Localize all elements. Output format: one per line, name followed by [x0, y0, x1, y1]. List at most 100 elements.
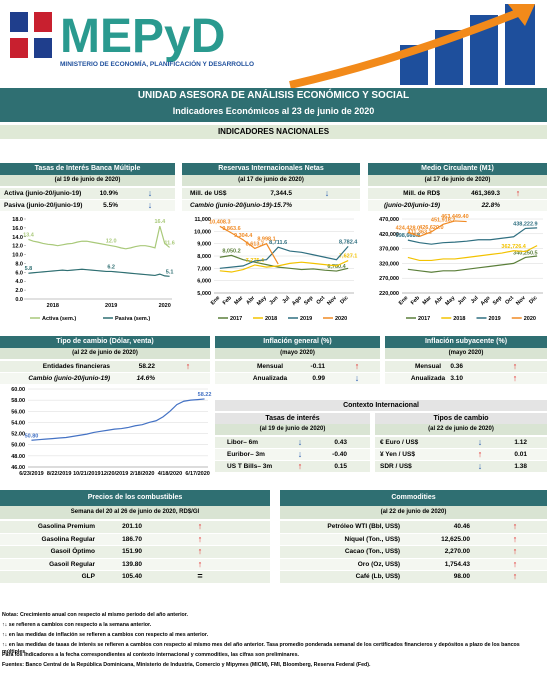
- change-arrow: ↑: [512, 558, 518, 569]
- x-tick-label: Mar: [422, 295, 434, 307]
- panel-row: [0, 373, 210, 384]
- change-arrow: ↑: [354, 361, 360, 371]
- x-tick-label: Ene: [210, 295, 221, 306]
- ministry: MINISTERIO DE ECONOMÍA, PLANIFICACIÓN Y …: [60, 59, 254, 68]
- row-value: 1.38: [514, 463, 527, 470]
- row-label: Mensual: [414, 363, 442, 370]
- data-label: 340,250.5: [513, 250, 537, 256]
- y-tick-label: 0.0: [15, 297, 23, 303]
- y-tick-label: 12.0: [12, 244, 23, 250]
- x-tick-label: Sep: [492, 295, 504, 307]
- row-label: Oro (Oz, US$): [357, 560, 400, 568]
- row-label: Gasolina Regular: [41, 535, 95, 543]
- x-tick-label: Ago: [291, 295, 303, 307]
- y-tick-label: 60.00: [11, 387, 25, 393]
- x-tick-label: 8/22/2019: [47, 471, 71, 477]
- series-line: [219, 254, 349, 272]
- legend-label: 2017: [230, 316, 242, 322]
- row-value: 0.36: [450, 363, 463, 370]
- row-value: 139.80: [122, 560, 142, 568]
- y-tick-label: 5,000: [197, 291, 211, 297]
- change-arrow: ↑: [185, 361, 191, 371]
- x-tick-label: 12/20/2019: [101, 471, 129, 477]
- header-art: MEPyD MINISTERIO DE ECONOMÍA, PLANIFICAC…: [10, 4, 535, 89]
- panel-row: [280, 571, 547, 583]
- note: Notas: Crecimiento anual con respecto al…: [2, 612, 189, 618]
- data-label: 463,449.40: [441, 214, 469, 220]
- series-line: [219, 245, 349, 269]
- row-label: Gasoil Óptimo: [50, 548, 95, 555]
- row-value: 12,625.00: [441, 535, 470, 543]
- panel-row: [0, 188, 175, 199]
- data-label: 16.4: [154, 219, 166, 225]
- banner-title: UNIDAD ASESORA DE ANÁLISIS ECONÓMICO Y S…: [137, 90, 410, 101]
- change-arrow: ↑: [197, 546, 203, 556]
- panel-title: Reservas Internacionales Netas: [182, 163, 360, 175]
- change-arrow: ↑: [197, 521, 203, 531]
- change-arrow: ↑: [512, 546, 518, 556]
- row-label: (junio-20/junio-19): [384, 202, 440, 209]
- change-arrow: ↓: [147, 188, 153, 198]
- x-tick-label: Ago: [480, 295, 492, 307]
- y-tick-label: 58.00: [11, 398, 25, 404]
- data-label: 424,428.0: [396, 225, 420, 231]
- panel-row: [375, 437, 547, 448]
- y-tick-label: 2.0: [15, 288, 23, 294]
- row-value: 58.22: [138, 363, 155, 370]
- legend-label: Pasiva (sem.): [115, 316, 150, 322]
- panel-row: [215, 449, 370, 460]
- panel-date: (al 19 de junio de 2020): [0, 175, 175, 186]
- y-tick-label: 14.0: [12, 235, 23, 241]
- row-value: -15.7%: [271, 202, 292, 209]
- y-tick-label: 18.0: [12, 217, 23, 223]
- y-tick-label: 370,000: [379, 247, 399, 253]
- x-tick-label: Jun: [457, 295, 469, 307]
- series-line: [407, 227, 538, 245]
- change-arrow: ↑: [197, 533, 203, 544]
- data-label: 50.80: [25, 433, 39, 439]
- row-value: 5.5%: [103, 202, 118, 209]
- y-tick-label: 48.00: [11, 454, 25, 460]
- x-tick-label: 4/18/2020: [158, 471, 182, 477]
- data-label: 8,613.7: [246, 241, 264, 247]
- data-label: 9,863.6: [222, 226, 240, 232]
- panel-date: (al 22 de junio de 2020): [375, 424, 547, 435]
- panel-date: (al 17 de junio de 2020): [368, 175, 547, 186]
- change-arrow: ↓: [147, 200, 153, 210]
- change-arrow: ↑: [512, 571, 518, 581]
- panel-title: Inflación general (%): [215, 336, 380, 348]
- panel-title: Tasas de interés: [215, 413, 370, 424]
- panel-row: [215, 461, 370, 472]
- line-chart: 5,000 6,000 7,000 8,000 9,000 10,000 11,000 Ene…: [194, 217, 358, 322]
- series-line: [407, 245, 538, 262]
- panel-row: [375, 461, 547, 472]
- panel-row: [0, 361, 210, 372]
- row-value: 201.10: [122, 523, 142, 530]
- logo: MEPyD: [60, 10, 225, 63]
- row-label: Mill. de RD$: [403, 190, 440, 197]
- row-label: Cambio (junio-20/junio-19): [190, 202, 272, 209]
- x-tick-label: Nov: [515, 295, 527, 307]
- y-tick-label: 6,000: [197, 279, 211, 285]
- y-tick-label: 11,000: [194, 217, 211, 223]
- change-arrow: ↑: [512, 373, 518, 383]
- row-label: Mensual: [256, 363, 284, 370]
- data-label: 8,998.1: [257, 237, 275, 243]
- data-label: 5.8: [25, 266, 33, 272]
- data-label: 7,627.1: [339, 254, 357, 260]
- x-tick-label: Ene: [398, 295, 409, 306]
- change-arrow: ↑: [297, 461, 303, 471]
- data-label: 438,222.9: [513, 221, 537, 227]
- x-tick-label: 2018: [47, 303, 59, 309]
- change-arrow: ↑: [512, 533, 518, 544]
- legend-label: Activa (sem.): [42, 316, 76, 322]
- x-tick-label: May: [444, 295, 456, 307]
- y-tick-label: 8,000: [197, 254, 211, 260]
- note: Para los indicadores a la fecha correspo…: [2, 652, 300, 658]
- panel-row: [0, 533, 270, 545]
- row-value: 2,270.00: [444, 548, 470, 555]
- panel-row: [182, 188, 360, 199]
- change-arrow: ↓: [477, 461, 483, 471]
- data-label: 8,711.6: [269, 240, 287, 246]
- data-label: 9,304.4: [234, 233, 253, 239]
